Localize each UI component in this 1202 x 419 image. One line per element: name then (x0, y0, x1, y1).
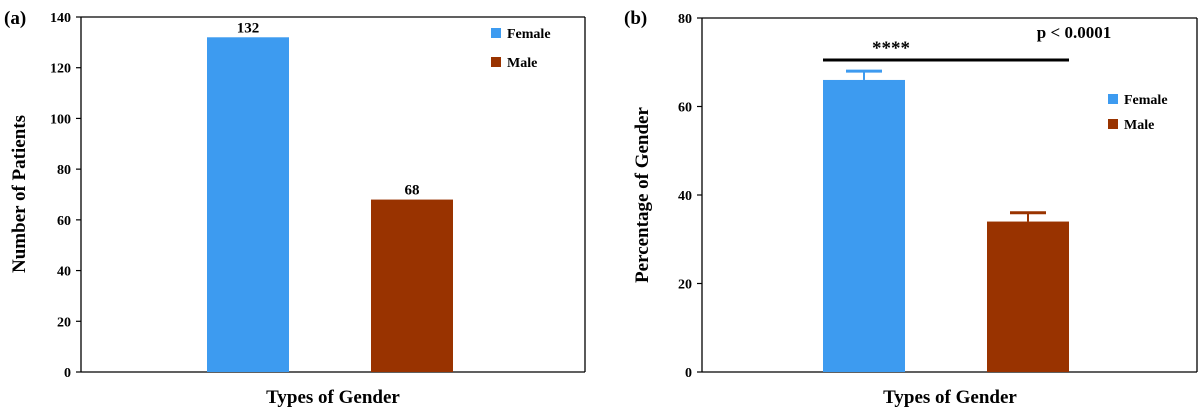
legend-label-female: Female (1124, 93, 1168, 108)
y-tick-label: 80 (57, 163, 71, 178)
panel-a-y-axis-title: Number of Patients (9, 115, 30, 273)
legend-swatch-female (491, 28, 501, 38)
y-tick-label: 140 (50, 11, 71, 26)
legend-label-male: Male (1124, 118, 1154, 133)
panel-a: (a) 0 20 40 60 80 100 120 140 132 68 Female Mal… (4, 8, 586, 408)
panel-b: (b) 0 20 40 60 80 **** p < 0.0001 Female Mal… (624, 8, 1198, 408)
y-tick-label: 40 (678, 189, 692, 204)
bar-male (371, 199, 453, 372)
bar-female (207, 37, 289, 373)
panel-b-label: (b) (624, 8, 647, 29)
y-tick-label: 40 (57, 265, 71, 280)
y-tick-label: 80 (678, 12, 692, 27)
panel-a-y-ticks: 0 20 40 60 80 100 120 140 (50, 11, 81, 381)
bar-male (987, 221, 1069, 372)
y-tick-label: 0 (64, 366, 71, 381)
data-label-male: 68 (405, 183, 420, 199)
panel-b-y-ticks: 0 20 40 60 80 (678, 12, 702, 381)
p-value-label: p < 0.0001 (1037, 23, 1111, 42)
bar-female (823, 79, 905, 372)
panel-b-legend: Female Male (1108, 93, 1168, 133)
panel-a-bars (207, 37, 453, 373)
y-tick-label: 100 (50, 112, 71, 127)
legend-label-female: Female (507, 27, 551, 42)
panel-a-x-axis-title: Types of Gender (266, 387, 400, 408)
y-tick-label: 0 (685, 366, 692, 381)
data-label-female: 132 (237, 20, 260, 36)
significance-stars: **** (872, 38, 910, 59)
y-tick-label: 20 (678, 278, 692, 293)
y-tick-label: 60 (678, 101, 692, 116)
y-tick-label: 120 (50, 62, 71, 77)
panel-a-label: (a) (4, 8, 26, 29)
panel-b-error-bars (846, 69, 1046, 222)
legend-label-male: Male (507, 56, 537, 71)
panel-b-x-axis-title: Types of Gender (883, 387, 1017, 408)
legend-swatch-male (491, 57, 501, 67)
y-tick-label: 60 (57, 214, 71, 229)
legend-swatch-male (1108, 119, 1118, 129)
panel-b-bars (823, 79, 1069, 372)
panel-b-y-axis-title: Percentage of Gender (632, 107, 653, 283)
y-tick-label: 20 (57, 315, 71, 330)
panel-a-legend: Female Male (491, 27, 551, 71)
legend-swatch-female (1108, 94, 1118, 104)
